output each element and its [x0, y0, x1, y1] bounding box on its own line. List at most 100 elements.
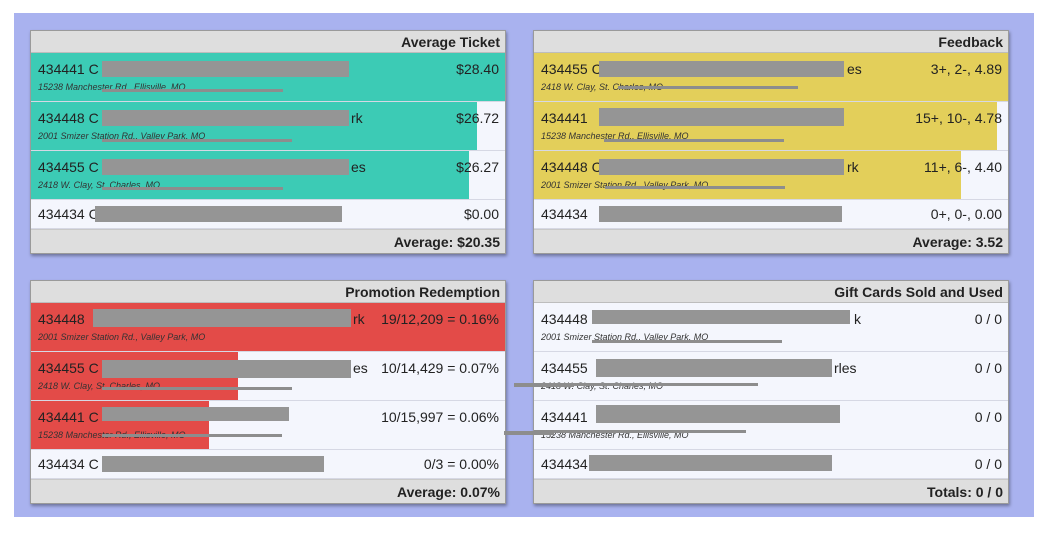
store-name-tail: rk [353, 311, 365, 327]
redaction-line [102, 187, 283, 190]
gift-card-value: 0 / 0 [974, 311, 1002, 327]
store-row[interactable]: 434434 C 0/3 = 0.00% [31, 450, 505, 479]
store-name: 434455 C [38, 159, 99, 175]
gift-card-value: 0 / 0 [974, 409, 1002, 425]
store-name: 434434 [541, 206, 588, 222]
gift-cards-panel: Gift Cards Sold and Used 434448 k 2001 S… [533, 280, 1009, 504]
redaction-block [592, 310, 850, 324]
ticket-value: $28.40 [456, 61, 499, 77]
redaction-block [102, 61, 349, 77]
store-address: 15238 Manchester Rd., Ellisville, MO [541, 131, 689, 141]
redaction-line [605, 186, 785, 189]
promotion-redemption-panel: Promotion Redemption 434448 rk 2001 Smiz… [30, 280, 506, 504]
redaction-line [618, 86, 798, 89]
store-address: 2001 Smizer Station Rd., Valley Park, MO [38, 131, 206, 141]
store-row[interactable]: 434448 k 2001 Smizer Station Rd., Valley… [534, 303, 1008, 352]
redaction-block [599, 108, 844, 126]
redaction-block [102, 456, 324, 472]
redaction-line [102, 434, 282, 437]
redaction-block [589, 455, 832, 471]
store-name: 434455 C [38, 360, 99, 376]
store-name: 434455 C [541, 61, 602, 77]
ticket-value: $26.72 [456, 110, 499, 126]
store-name-tail: es [351, 159, 366, 175]
store-row[interactable]: 434448 rk 2001 Smizer Station Rd., Valle… [31, 303, 505, 352]
redaction-line [574, 383, 758, 386]
store-name: 434448 [38, 311, 85, 327]
store-name-tail: rles [834, 360, 857, 376]
redaction-block [95, 206, 342, 222]
store-row[interactable]: 434455 C es 2418 W. Clay, St. Charles, M… [31, 352, 505, 401]
store-name: 434455 [541, 360, 588, 376]
store-row[interactable]: 434434 C $0.00 [31, 200, 505, 229]
store-row[interactable]: 434441 15238 Manchester Rd., Ellisville,… [534, 102, 1008, 151]
store-row[interactable]: 434434 0+, 0-, 0.00 [534, 200, 1008, 229]
gift-card-value: 0 / 0 [974, 360, 1002, 376]
store-name: 434434 C [38, 206, 99, 222]
redaction-block [596, 405, 840, 423]
redaction-block [102, 407, 289, 421]
redaction-line [514, 383, 574, 387]
panel-footer: Average: $20.35 [31, 229, 505, 253]
gift-card-value: 0 / 0 [974, 456, 1002, 472]
store-name: 434448 C [38, 110, 99, 126]
store-row[interactable]: 434455 rles 2418 W. Clay, St. Charles, M… [534, 352, 1008, 401]
panel-title: Gift Cards Sold and Used [534, 281, 1008, 303]
promotion-value: 10/15,997 = 0.06% [381, 409, 499, 425]
store-name-tail: rk [351, 110, 363, 126]
store-address: 2001 Smizer Station Rd., Valley Park, MO [38, 332, 206, 342]
ticket-value: $0.00 [463, 206, 499, 222]
redaction-block [102, 159, 349, 175]
store-name: 434441 C [38, 61, 99, 77]
panel-footer: Average: 0.07% [31, 479, 505, 503]
store-address: 2418 W. Clay, St. Charles, MO [38, 180, 161, 190]
ticket-value: $26.27 [456, 159, 499, 175]
promotion-value: 10/14,429 = 0.07% [381, 360, 499, 376]
feedback-value: 11+, 6-, 4.40 [924, 159, 1002, 175]
redaction-block [599, 206, 842, 222]
panel-title: Average Ticket [31, 31, 505, 53]
redaction-line [604, 139, 784, 142]
store-address: 2418 W. Clay, St. Charles, MO [541, 381, 664, 391]
store-row[interactable]: 434441 C 15238 Manchester Rd., Ellisvill… [31, 53, 505, 102]
promotion-value: 19/12,209 = 0.16% [381, 311, 499, 327]
store-name-tail: es [847, 61, 862, 77]
store-address: 2001 Smizer Station Rd., Valley Park, MO [541, 332, 709, 342]
store-name: 434434 [541, 456, 588, 472]
feedback-value: 15+, 10-, 4.78 [915, 110, 1002, 126]
store-address: 15238 Manchester Rd., Ellisville, MO [38, 82, 186, 92]
promotion-value: 0/3 = 0.00% [423, 456, 499, 472]
store-name: 434441 [541, 409, 588, 425]
store-row[interactable]: 434455 C es 2418 W. Clay, St. Charles, M… [31, 151, 505, 200]
store-row[interactable]: 434441 15238 Manchester Rd., Ellisville,… [534, 401, 1008, 450]
redaction-block [599, 61, 844, 77]
store-row[interactable]: 434448 C rk 2001 Smizer Station Rd., Val… [31, 102, 505, 151]
average-ticket-panel: Average Ticket 434441 C 15238 Manchester… [30, 30, 506, 254]
store-name: 434448 C [541, 159, 602, 175]
panel-title: Feedback [534, 31, 1008, 53]
store-address: 2418 W. Clay, St. Charles, MO [38, 381, 161, 391]
feedback-value: 0+, 0-, 0.00 [930, 206, 1002, 222]
store-name-tail: rk [847, 159, 859, 175]
redaction-line [534, 430, 746, 433]
redaction-block [102, 110, 349, 126]
redaction-block [93, 309, 351, 327]
store-name-tail: k [854, 311, 861, 327]
store-row[interactable]: 434448 C rk 2001 Smizer Station Rd., Val… [534, 151, 1008, 200]
store-row[interactable]: 434455 C es 2418 W. Clay, St. Charles, M… [534, 53, 1008, 102]
store-address: 2001 Smizer Station Rd., Valley Park, MO [541, 180, 709, 190]
store-address: 2418 W. Clay, St. Charles, MO [541, 82, 664, 92]
redaction-line [592, 340, 782, 343]
store-address: 15238 Manchester Rd., Ellisville, MO [541, 430, 689, 440]
redaction-block [599, 159, 844, 175]
store-name: 434448 [541, 311, 588, 327]
redaction-line [102, 89, 283, 92]
feedback-value: 3+, 2-, 4.89 [930, 61, 1002, 77]
store-row[interactable]: 434434 0 / 0 [534, 450, 1008, 479]
store-name: 434441 C [38, 409, 99, 425]
redaction-line [102, 387, 292, 390]
redaction-block [102, 360, 351, 378]
panel-title: Promotion Redemption [31, 281, 505, 303]
store-row[interactable]: 434441 C 15238 Manchester Rd., Ellisvill… [31, 401, 505, 450]
store-name: 434434 C [38, 456, 99, 472]
